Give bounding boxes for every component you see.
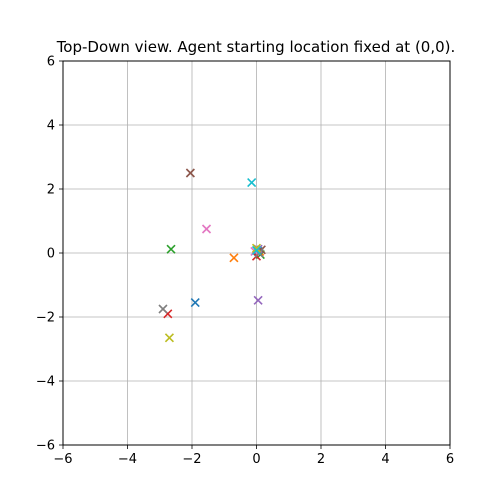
x-tick-label: −4 — [118, 452, 137, 467]
y-tick-label: −6 — [36, 439, 55, 454]
data-point-marker — [190, 298, 200, 308]
x-tick-label: 2 — [317, 452, 325, 467]
x-tick-label: 6 — [446, 452, 454, 467]
x-axis-ticks: −6 −4 −2 0 2 4 6 — [53, 445, 454, 467]
data-point-marker — [251, 245, 262, 256]
y-tick-label: 0 — [47, 247, 55, 262]
y-tick-label: −4 — [36, 375, 55, 390]
data-point-marker — [253, 295, 263, 305]
y-axis-ticks: −6 −4 −2 0 2 4 6 — [36, 55, 63, 454]
x-tick-label: −6 — [53, 452, 72, 467]
data-point-marker — [251, 243, 262, 253]
data-point-marker — [164, 333, 174, 343]
x-tick-label: −2 — [182, 452, 201, 467]
y-tick-label: 2 — [47, 183, 55, 198]
x-tick-label: 0 — [252, 452, 260, 467]
data-point-marker — [158, 304, 168, 314]
data-point-marker — [201, 224, 212, 234]
data-point-marker — [185, 168, 195, 178]
data-point-marker — [229, 253, 239, 263]
data-point-marker — [166, 244, 176, 254]
y-tick-label: 6 — [47, 55, 55, 70]
x-tick-label: 4 — [381, 452, 389, 467]
y-tick-label: 4 — [47, 119, 55, 134]
data-point-marker — [247, 178, 257, 188]
data-points — [158, 168, 266, 343]
chart-title: Top-Down view. Agent starting location f… — [56, 38, 456, 56]
y-tick-label: −2 — [36, 311, 55, 326]
